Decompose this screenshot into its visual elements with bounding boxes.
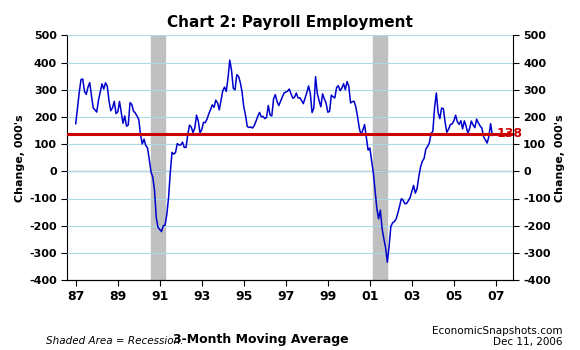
Text: Dec 11, 2006: Dec 11, 2006 bbox=[493, 336, 563, 346]
Y-axis label: Change, 000's: Change, 000's bbox=[15, 114, 25, 202]
Title: Chart 2: Payroll Employment: Chart 2: Payroll Employment bbox=[167, 15, 413, 30]
Text: Shaded Area = Recession.: Shaded Area = Recession. bbox=[46, 336, 184, 346]
Text: 3-Month Moving Average: 3-Month Moving Average bbox=[173, 334, 349, 346]
Text: EconomicSnapshots.com: EconomicSnapshots.com bbox=[432, 326, 563, 336]
Bar bbox=[151, 35, 165, 280]
Bar bbox=[374, 35, 387, 280]
Y-axis label: Change, 000's: Change, 000's bbox=[555, 114, 565, 202]
Text: 138: 138 bbox=[496, 127, 522, 140]
